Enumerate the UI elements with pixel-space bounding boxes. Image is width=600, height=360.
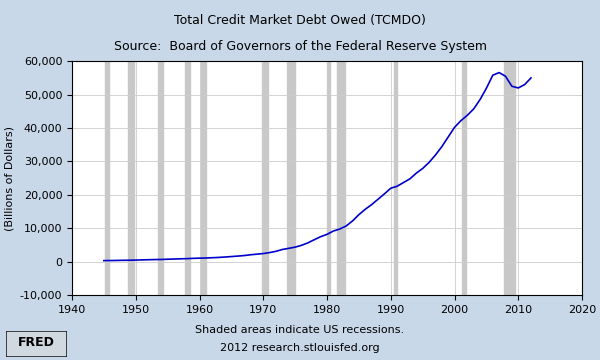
Bar: [287, 61, 295, 295]
Bar: [463, 61, 466, 295]
Bar: [201, 61, 206, 295]
Text: Source:  Board of Governors of the Federal Reserve System: Source: Board of Governors of the Federa…: [113, 40, 487, 53]
Text: Total Credit Market Debt Owed (TCMDO): Total Credit Market Debt Owed (TCMDO): [174, 14, 426, 27]
Bar: [337, 61, 344, 295]
Bar: [158, 61, 163, 295]
Text: FRED: FRED: [17, 336, 55, 349]
Text: Shaded areas indicate US recessions.: Shaded areas indicate US recessions.: [196, 325, 404, 335]
Bar: [262, 61, 268, 295]
Bar: [185, 61, 190, 295]
Y-axis label: (Billions of Dollars): (Billions of Dollars): [4, 126, 14, 231]
Bar: [128, 61, 134, 295]
Bar: [327, 61, 330, 295]
Bar: [106, 61, 109, 295]
Bar: [394, 61, 397, 295]
Text: 2012 research.stlouisfed.org: 2012 research.stlouisfed.org: [220, 343, 380, 353]
Bar: [504, 61, 515, 295]
